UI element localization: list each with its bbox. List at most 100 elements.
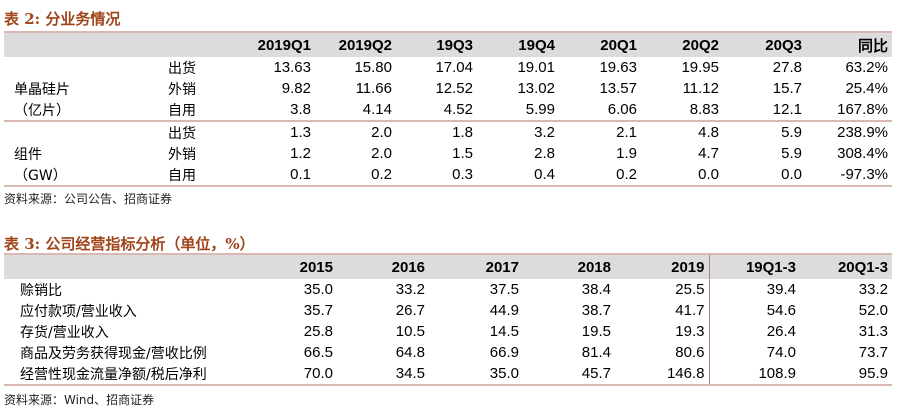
cell: 1.2 [290,145,311,162]
cell: 26.4 [708,321,800,342]
cell: 13.57 [599,80,637,97]
row-label: 外销 [168,81,196,98]
cell: 12.1 [772,101,802,118]
cell: 35.0 [303,281,333,298]
row-label: 出货 [168,125,196,142]
column-header: 2018 [523,254,615,279]
cell: 95.9 [858,365,888,382]
table-row: 组件 外销 1.2 2.0 1.5 2.8 1.9 4.7 5.9 308.4% [4,143,892,164]
cell: 0.2 [371,166,392,183]
cell: 81.4 [581,344,611,361]
cell: 5.9 [781,124,802,141]
table-row: 赊销比 35.0 33.2 37.5 38.4 25.5 39.4 33.2 [4,279,892,300]
cell: 27.8 [772,59,802,76]
row-label: 赊销比 [20,282,62,299]
cell: 238.9% [837,124,888,141]
column-header: 2016 [337,254,429,279]
cell: 54.6 [708,300,800,321]
cell: 11.66 [355,80,392,97]
table-row: 出货 1.3 2.0 1.8 3.2 2.1 4.8 5.9 238.9% [4,121,892,143]
cell: 44.9 [489,302,519,319]
column-header: 19Q3 [396,32,477,57]
cell: 64.8 [395,344,425,361]
cell: 19.63 [599,59,637,76]
cell: 10.5 [395,323,425,340]
column-header: 2017 [429,254,523,279]
business-table: 2019Q1 2019Q2 19Q3 19Q4 20Q1 20Q2 20Q3 同比 出货 13.6… [4,31,892,187]
cell: 13.02 [517,80,555,97]
cell: 45.7 [581,365,611,382]
cell: 14.5 [489,323,519,340]
cell: 15.7 [772,80,802,97]
table3-source: 资料来源：Wind、招商证券 [4,393,155,407]
group-label: （GW） [14,167,67,184]
cell: 33.2 [395,281,425,298]
column-header: 同比 [806,32,892,57]
cell: 0.0 [698,166,719,183]
cell: 3.2 [534,124,555,141]
cell: 66.9 [489,344,519,361]
cell: 19.5 [581,323,611,340]
cell: 8.83 [689,101,719,118]
group-label: 组件 [14,146,42,163]
cell: -97.3% [840,166,888,183]
cell: 37.5 [489,281,519,298]
cell: 0.2 [616,166,637,183]
cell: 15.80 [354,59,392,76]
cell: 19.3 [675,323,705,340]
column-header: 20Q2 [641,32,723,57]
cell: 35.7 [303,302,333,319]
column-header: 2019Q2 [315,32,396,57]
cell: 25.4% [845,80,888,97]
cell: 63.2% [845,59,888,76]
row-label: 自用 [168,167,196,184]
cell: 6.06 [607,101,637,118]
cell: 4.8 [698,124,719,141]
cell: 25.5 [675,281,705,298]
operating-metrics-table: 2015 2016 2017 2018 2019 19Q1-3 20Q1-3 赊销比 35.0 3… [4,253,892,386]
cell: 0.4 [534,166,555,183]
cell: 0.0 [781,166,802,183]
table-row: 出货 13.63 15.80 17.04 19.01 19.63 19.95 27.8 63.2… [4,57,892,78]
cell: 41.7 [675,302,705,319]
group-label [4,57,162,78]
column-header [4,32,162,57]
column-header: 20Q1-3 [800,254,892,279]
cell: 33.2 [858,281,888,298]
table2-title: 表 2: 分业务情况 [4,10,121,28]
row-label: 商品及劳务获得现金/营收比例 [20,345,207,362]
column-header [4,254,244,279]
cell: 13.63 [273,59,311,76]
cell: 308.4% [837,145,888,162]
cell: 19.01 [517,59,555,76]
cell: 70.0 [303,365,333,382]
cell: 38.4 [581,281,611,298]
cell: 26.7 [395,302,425,319]
group-label: （亿片） [14,102,70,119]
column-header: 19Q1-3 [708,254,800,279]
cell: 5.99 [525,101,555,118]
cell: 80.6 [675,344,705,361]
group-label: 单晶硅片 [14,81,70,98]
column-header: 2019Q1 [232,32,315,57]
table3-title: 表 3: 公司经营指标分析（单位，%） [4,235,255,253]
cell: 1.5 [452,145,473,162]
cell: 108.9 [708,363,800,385]
table-row: 存货/营业收入 25.8 10.5 14.5 19.5 19.3 26.4 31.3 [4,321,892,342]
row-label: 存货/营业收入 [20,324,109,341]
cell: 5.9 [781,145,802,162]
cell: 39.4 [708,279,800,300]
group-label [4,121,162,143]
column-header: 19Q4 [477,32,559,57]
cell: 0.1 [290,166,311,183]
cell: 167.8% [837,101,888,118]
cell: 52.0 [858,302,888,319]
cell: 1.8 [452,124,473,141]
cell: 4.52 [443,101,473,118]
cell: 25.8 [303,323,333,340]
cell: 4.14 [362,101,392,118]
cell: 38.7 [581,302,611,319]
row-label: 外销 [168,146,196,163]
table2-source: 资料来源：公司公告、招商证券 [4,192,173,206]
cell: 2.0 [371,145,392,162]
